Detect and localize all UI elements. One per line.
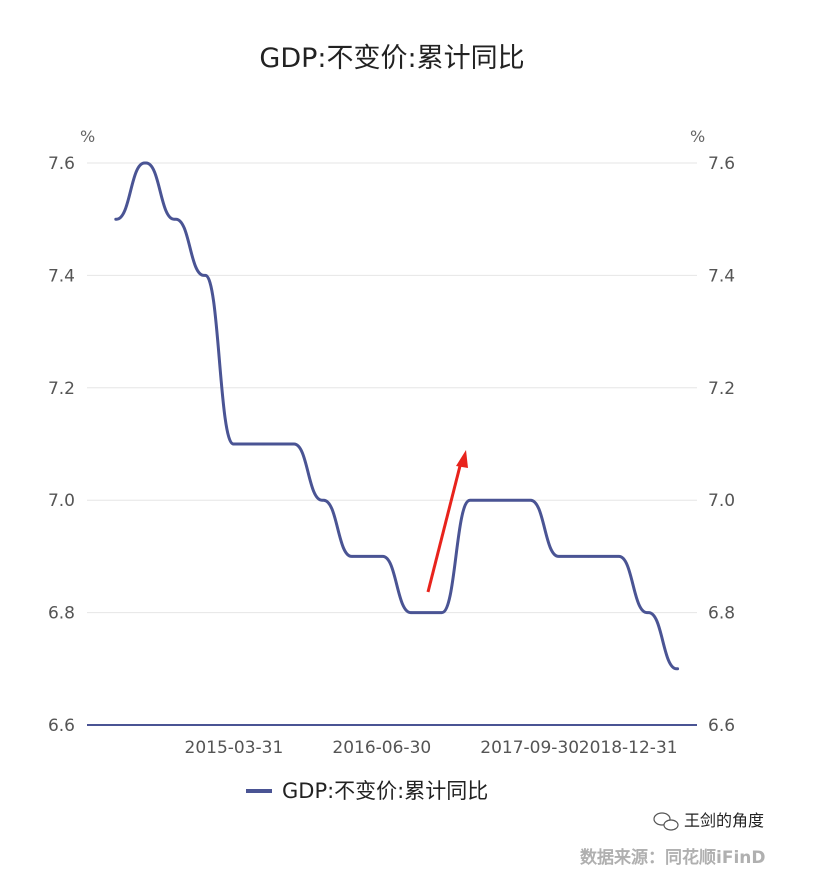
data-point xyxy=(410,611,413,614)
data-point xyxy=(616,555,620,558)
y-tick-label-right: 7.2 xyxy=(708,379,735,399)
right-y-axis: 7.6 7.4 7.2 7.0 6.8 6.6 xyxy=(708,154,735,736)
series-points xyxy=(114,161,679,670)
data-point xyxy=(498,499,502,502)
right-y-unit: % xyxy=(690,127,705,146)
x-tick-label: 2016-06-30 xyxy=(332,738,431,758)
legend: GDP:不变价:累计同比 xyxy=(246,779,488,803)
data-point xyxy=(321,499,325,502)
data-point xyxy=(114,218,118,221)
y-tick-label-left: 7.0 xyxy=(48,491,75,511)
y-tick-label-left: 7.4 xyxy=(48,266,75,286)
y-tick-label-right: 7.0 xyxy=(708,491,735,511)
data-point xyxy=(469,499,472,502)
left-y-axis: 7.6 7.4 7.2 7.0 6.8 6.6 xyxy=(48,154,75,736)
annotation-arrow xyxy=(426,450,468,593)
series-line xyxy=(114,161,680,671)
y-tick-label-right: 6.6 xyxy=(708,716,735,736)
y-tick-label-right: 7.4 xyxy=(708,266,735,286)
watermark-source: 数据来源：同花顺iFinD xyxy=(580,847,765,868)
wechat-icon xyxy=(653,812,679,831)
y-tick-label-left: 6.6 xyxy=(48,716,75,736)
data-point xyxy=(232,442,236,446)
data-point xyxy=(380,555,384,558)
x-tick-label: 2015-03-31 xyxy=(185,738,284,758)
data-point xyxy=(351,555,354,558)
y-tick-label-right: 7.6 xyxy=(708,154,735,174)
left-y-unit: % xyxy=(80,127,95,146)
data-point xyxy=(558,555,561,558)
data-point xyxy=(144,161,147,165)
data-point xyxy=(291,442,295,446)
legend-label: GDP:不变价:累计同比 xyxy=(282,779,488,803)
chart-title: GDP:不变价:累计同比 xyxy=(259,43,524,74)
data-point xyxy=(173,218,177,221)
data-point xyxy=(262,442,265,446)
y-tick-label-left: 6.8 xyxy=(48,604,75,624)
x-tick-label: 2018-12-31 xyxy=(579,738,678,758)
data-point xyxy=(646,611,650,614)
x-tick-label: 2017-09-30 xyxy=(480,738,579,758)
data-point xyxy=(528,499,531,502)
data-point xyxy=(203,274,206,277)
data-point xyxy=(440,611,443,614)
y-tick-label-left: 7.6 xyxy=(48,154,75,174)
y-tick-label-left: 7.2 xyxy=(48,379,75,399)
watermark-account: 王剑的角度 xyxy=(684,811,764,830)
watermark: 王剑的角度 数据来源：同花顺iFinD xyxy=(580,811,765,868)
data-point xyxy=(587,555,590,558)
y-tick-label-right: 6.8 xyxy=(708,604,735,624)
data-point xyxy=(676,667,679,670)
x-axis: 2015-03-31 2016-06-30 2017-09-30 2018-12-31 xyxy=(185,738,678,758)
gridlines xyxy=(87,162,697,614)
